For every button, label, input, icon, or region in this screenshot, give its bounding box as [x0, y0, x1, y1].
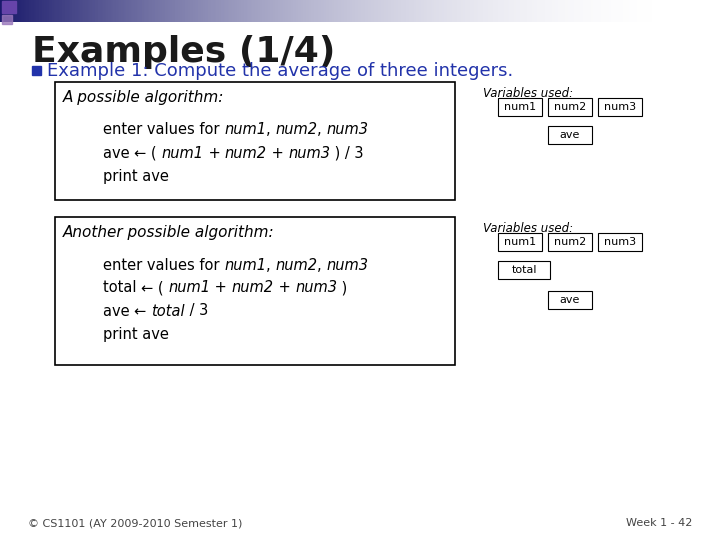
Text: +: + [210, 280, 232, 295]
Bar [55, 217, 455, 365]
Bar [548, 233, 592, 251]
Bar [55, 82, 455, 200]
Text: © CS1101 (AY 2009-2010 Semester 1): © CS1101 (AY 2009-2010 Semester 1) [28, 518, 243, 528]
Bar [498, 261, 550, 279]
Text: ave: ave [103, 303, 134, 319]
Text: total: total [511, 265, 536, 275]
Text: print ave: print ave [103, 327, 169, 341]
Text: ,: , [266, 123, 275, 138]
Text: Examples (1/4): Examples (1/4) [32, 35, 336, 69]
Text: num2: num2 [275, 258, 318, 273]
Text: ,: , [318, 258, 327, 273]
Bar [2, 1, 16, 13]
Text: num2: num2 [232, 280, 274, 295]
Text: num2: num2 [554, 237, 586, 247]
Text: total: total [103, 280, 141, 295]
Text: +: + [204, 145, 225, 160]
Text: num3: num3 [295, 280, 337, 295]
Text: num3: num3 [327, 258, 369, 273]
Text: ) / 3: ) / 3 [330, 145, 364, 160]
Text: num3: num3 [288, 145, 330, 160]
Text: enter values for: enter values for [103, 123, 224, 138]
Text: ,: , [266, 258, 275, 273]
Text: num3: num3 [604, 237, 636, 247]
Text: ← (: ← ( [134, 145, 161, 160]
Text: Another possible algorithm:: Another possible algorithm: [63, 225, 274, 240]
Text: ): ) [337, 280, 347, 295]
Text: enter values for: enter values for [103, 258, 224, 273]
Text: Week 1 - 42: Week 1 - 42 [626, 518, 692, 528]
Text: +: + [274, 280, 295, 295]
Text: ←: ← [134, 303, 151, 319]
Text: Variables used:: Variables used: [483, 222, 573, 235]
Text: num1: num1 [161, 145, 204, 160]
Text: num1: num1 [504, 102, 536, 112]
Text: ave: ave [560, 130, 580, 140]
Text: ,: , [318, 123, 327, 138]
Text: A possible algorithm:: A possible algorithm: [63, 90, 225, 105]
Text: num1: num1 [168, 280, 210, 295]
Bar [548, 98, 592, 116]
Text: num3: num3 [327, 123, 369, 138]
Bar [32, 66, 41, 75]
Text: num2: num2 [225, 145, 267, 160]
Text: num3: num3 [604, 102, 636, 112]
Bar [498, 233, 542, 251]
Text: num1: num1 [504, 237, 536, 247]
Bar [498, 98, 542, 116]
Text: ← (: ← ( [141, 280, 168, 295]
Bar [548, 126, 592, 144]
Bar [2, 15, 12, 24]
Bar [598, 233, 642, 251]
Text: total: total [151, 303, 185, 319]
Text: num2: num2 [275, 123, 318, 138]
Text: / 3: / 3 [185, 303, 208, 319]
Text: num1: num1 [224, 258, 266, 273]
Text: +: + [267, 145, 288, 160]
Text: num2: num2 [554, 102, 586, 112]
Text: Example 1: Compute the average of three integers.: Example 1: Compute the average of three … [47, 62, 513, 79]
Text: ave: ave [103, 145, 134, 160]
Text: ave: ave [560, 295, 580, 305]
Bar [598, 98, 642, 116]
Text: Variables used:: Variables used: [483, 87, 573, 100]
Text: num1: num1 [224, 123, 266, 138]
Text: print ave: print ave [103, 168, 169, 184]
Bar [548, 291, 592, 309]
